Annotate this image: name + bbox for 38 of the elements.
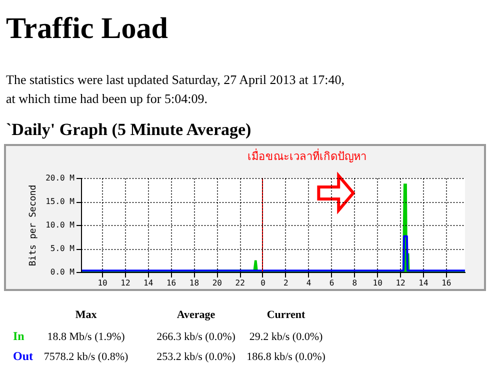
y-tick-label: 20.0 M <box>46 174 75 182</box>
y-tick-label: 10.0 M <box>46 220 75 230</box>
x-tick-label: 8 <box>352 278 358 288</box>
text: 253.2 kb/s (0.0%) <box>156 351 236 363</box>
text: Out <box>13 349 34 363</box>
chart-subtitle: `Daily' Graph (5 Minute Average) <box>6 120 252 139</box>
y-tick-label: 5.0 M <box>50 244 75 253</box>
text: 7578.2 kb/s (0.8%) <box>44 351 128 363</box>
x-tick-label: 20 <box>212 278 222 288</box>
x-tick-label: 14 <box>144 278 154 288</box>
text: 266.3 kb/s (0.0%) <box>156 331 236 343</box>
x-tick-label: 10 <box>98 278 108 288</box>
x-tick-label: 14 <box>418 278 428 288</box>
text: In <box>13 329 25 343</box>
x-tick-label: 12 <box>396 278 406 288</box>
text: 18.8 Mb/s (1.9%) <box>47 331 126 343</box>
y-axis-title: Bits per Second <box>28 184 39 266</box>
text: เมื่อขณะเวลาที่เกิดปัญหา <box>248 148 366 163</box>
x-tick-label: 12 <box>120 278 130 288</box>
text: The statistics were last updated Saturday, 27 April 2013 at 17:40, <box>6 72 345 87</box>
x-tick-label: 16 <box>442 278 452 288</box>
y-tick-label: 15.0 M <box>46 197 75 206</box>
x-tick-label: 2 <box>284 278 289 288</box>
text: 29.2 kb/s (0.0%) <box>249 331 323 343</box>
text: at which time had been up for 5:04:09. <box>6 91 208 106</box>
text: Average <box>176 309 216 321</box>
chart-title: Traffic Load <box>6 12 168 45</box>
x-tick-label: 22 <box>235 278 246 288</box>
x-tick-label: 0 <box>260 278 266 288</box>
x-tick-label: 16 <box>166 278 176 288</box>
x-tick-label: 10 <box>372 278 383 288</box>
y-tick-label: 0.0 M <box>50 268 75 276</box>
text: Current <box>266 309 306 321</box>
x-tick-label: 4 <box>306 278 312 288</box>
x-tick-label: 6 <box>329 278 334 288</box>
text: 186.8 kb/s (0.0%) <box>246 351 326 363</box>
text: Max <box>75 309 98 321</box>
x-tick-label: 18 <box>189 278 200 288</box>
